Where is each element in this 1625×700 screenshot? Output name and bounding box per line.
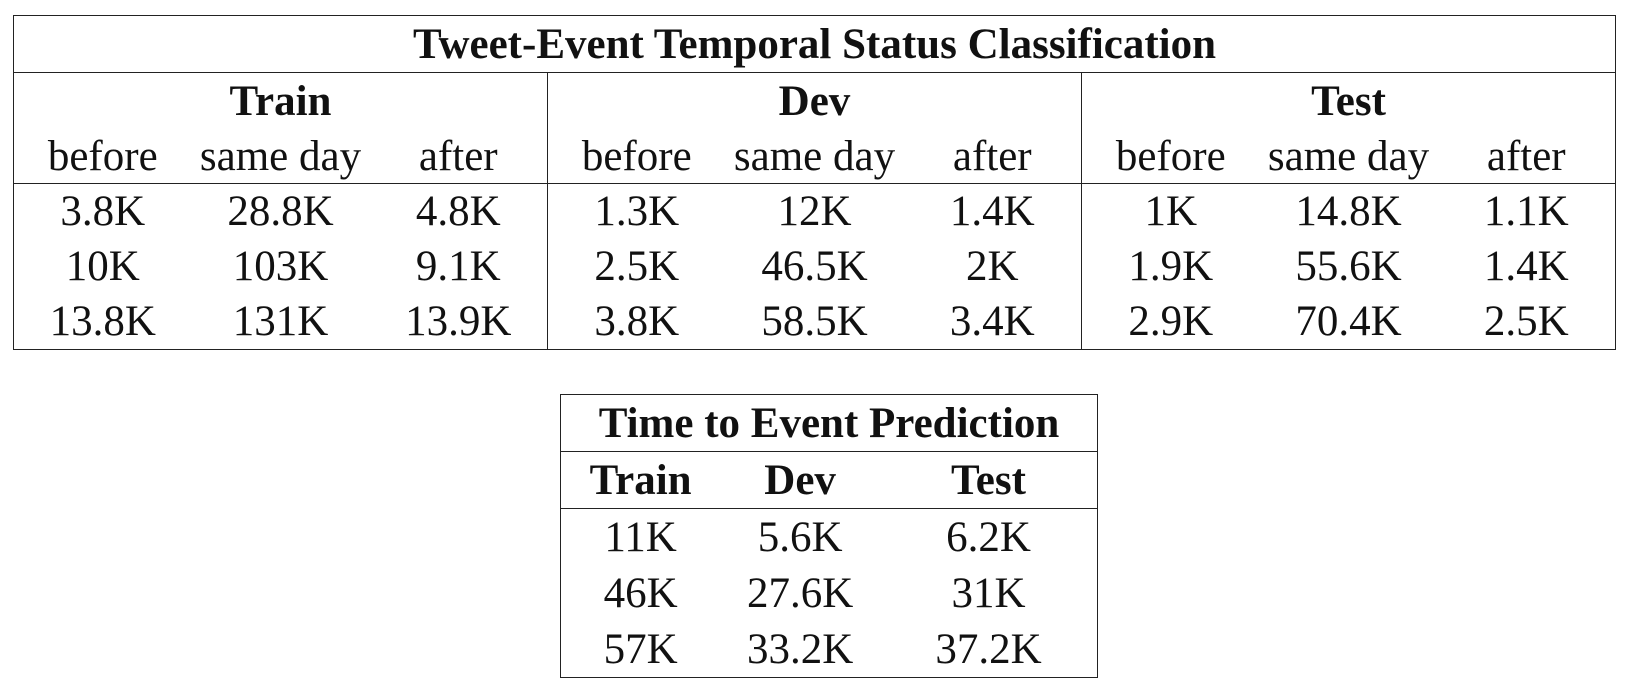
group-header-dev: Dev bbox=[547, 72, 1082, 129]
column-header: same day bbox=[725, 129, 904, 184]
table-cell: 58.5K bbox=[761, 298, 868, 345]
table-cell: 4.8K bbox=[369, 183, 548, 239]
column-header: Train bbox=[560, 451, 721, 509]
temporal-status-table: Tweet-Event Temporal Status Classificati… bbox=[13, 15, 1616, 350]
table-cell: 57K bbox=[603, 625, 678, 673]
column-header: Test bbox=[879, 451, 1098, 509]
column-header: same day bbox=[1259, 129, 1438, 184]
table-cell: 28.8K bbox=[227, 188, 334, 235]
table-cell: 33.2K bbox=[746, 625, 854, 673]
time-to-event-table: Time to Event Prediction Train Dev Test … bbox=[560, 394, 1098, 678]
table-cell: 37.2K bbox=[935, 625, 1042, 673]
table-cell: 1K bbox=[1144, 188, 1198, 235]
table-cell: 27.6K bbox=[746, 569, 854, 617]
table-cell: 2.5K bbox=[594, 243, 680, 290]
table-cell: 10K bbox=[65, 243, 140, 290]
table-cell: 6.2K bbox=[946, 513, 1031, 561]
table-cell: 70.4K bbox=[1295, 298, 1402, 345]
table-cell: 1.1K bbox=[1483, 188, 1569, 235]
table-cell: 3.8K bbox=[60, 188, 146, 235]
table-cell: 31K bbox=[951, 569, 1026, 617]
table-cell: 46K bbox=[603, 569, 678, 617]
table-cell: 1.3K bbox=[594, 188, 680, 235]
group-header-test: Test bbox=[1311, 77, 1386, 125]
table-row: 13.8K 131K 13.9K 3.8K 58.5K 3.4K 2.9K 70… bbox=[14, 294, 1616, 350]
table-cell: 13.8K bbox=[49, 298, 156, 345]
table-cell: 11K bbox=[604, 513, 677, 561]
table-cell: 3.4K bbox=[903, 294, 1082, 350]
table-cell: 5.6K bbox=[757, 513, 843, 561]
column-header: before bbox=[13, 129, 192, 184]
table-cell: 13.9K bbox=[369, 294, 548, 350]
table-cell: 2K bbox=[903, 239, 1082, 294]
column-header: before bbox=[1081, 129, 1260, 184]
table-cell: 9.1K bbox=[369, 239, 548, 294]
group-header-train: Train bbox=[13, 72, 548, 129]
table-cell: 103K bbox=[232, 243, 329, 290]
table-title: Time to Event Prediction bbox=[560, 394, 1098, 452]
column-header: after bbox=[903, 129, 1082, 184]
column-header: Dev bbox=[720, 451, 880, 509]
table-row: 57K 33.2K 37.2K bbox=[561, 621, 1098, 678]
table-cell: 131K bbox=[232, 298, 329, 345]
table-cell: 2.5K bbox=[1483, 298, 1569, 345]
table-cell: 55.6K bbox=[1295, 243, 1402, 290]
column-header: same day bbox=[191, 129, 370, 184]
table-row: 10K 103K 9.1K 2.5K 46.5K 2K 1.9K 55.6K 1… bbox=[14, 239, 1616, 294]
column-header: after bbox=[369, 129, 548, 184]
table-cell: 46.5K bbox=[761, 243, 868, 290]
table-cell: 3.8K bbox=[594, 298, 680, 345]
table-cell: 12K bbox=[777, 188, 852, 235]
table-cell: 1.4K bbox=[903, 183, 1082, 239]
table-title: Tweet-Event Temporal Status Classificati… bbox=[13, 15, 1616, 73]
column-header: after bbox=[1437, 129, 1616, 184]
table-row: 3.8K 28.8K 4.8K 1.3K 12K 1.4K 1K 14.8K 1… bbox=[14, 183, 1616, 239]
table-row: 11K 5.6K 6.2K bbox=[561, 509, 1098, 566]
table-row: 46K 27.6K 31K bbox=[561, 565, 1098, 621]
column-header: before bbox=[547, 129, 726, 184]
table-cell: 1.4K bbox=[1483, 243, 1569, 290]
table-cell: 2.9K bbox=[1128, 298, 1214, 345]
table-cell: 1.9K bbox=[1128, 243, 1214, 290]
table-cell: 14.8K bbox=[1295, 188, 1402, 235]
